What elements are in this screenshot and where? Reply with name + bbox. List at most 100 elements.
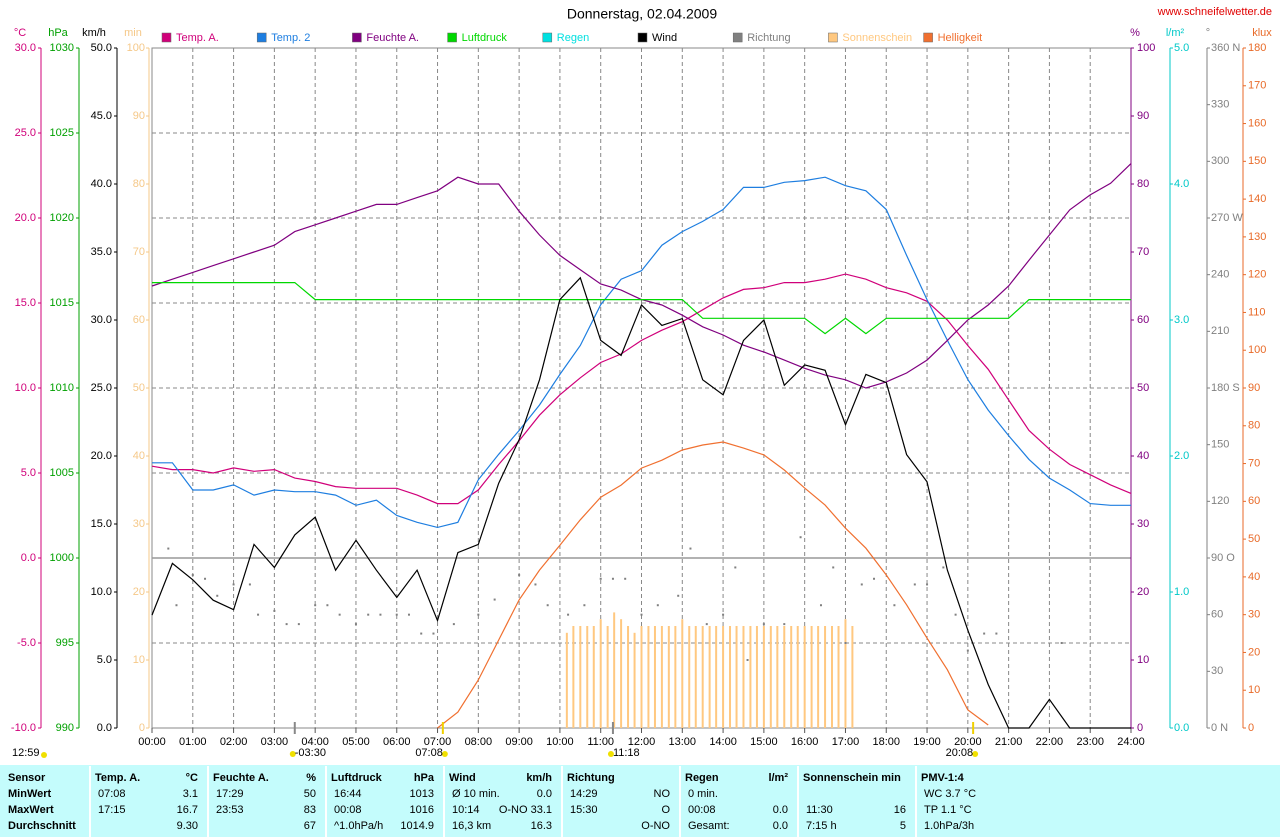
- y-tick-label: 50: [1248, 533, 1260, 545]
- legend-swatch: [732, 32, 743, 43]
- y-tick-label: 25.0: [15, 127, 36, 139]
- y-tick-label: 60: [1211, 609, 1223, 621]
- legend-swatch: [542, 32, 553, 43]
- y-tick-label: 50: [1137, 382, 1149, 394]
- cell-right: NO: [654, 788, 671, 800]
- y-tick-label: 80: [1248, 420, 1260, 432]
- direction-dot: [534, 583, 537, 586]
- direction-dot: [893, 604, 896, 607]
- sunshine-bar: [572, 626, 575, 728]
- y-tick-label: 240: [1211, 269, 1229, 281]
- y-tick-label: 1020: [50, 212, 74, 224]
- y-tick-label: 100: [127, 42, 145, 54]
- sunshine-bar: [681, 619, 684, 728]
- sunshine-bar: [694, 626, 697, 728]
- row-label: MaxWert: [8, 804, 54, 816]
- direction-dot: [656, 604, 659, 607]
- direction-dot: [844, 642, 847, 644]
- astro-label: -03:30: [295, 747, 326, 759]
- y-tick-label: 360 N: [1211, 42, 1240, 54]
- y-tick-label: 300: [1211, 155, 1229, 167]
- y-tick-label: 10: [1137, 654, 1149, 666]
- direction-dot: [705, 623, 708, 626]
- legend-label: Helligkeit: [938, 32, 983, 44]
- legend-label: Wind: [652, 32, 677, 44]
- direction-dot: [966, 649, 969, 652]
- y-tick-label: 150: [1211, 439, 1229, 451]
- sunshine-bar: [715, 626, 718, 728]
- y-tick-label: 1.0: [1174, 586, 1189, 598]
- y-tick-label: 15.0: [91, 518, 112, 530]
- cell-left: 07:08: [98, 788, 126, 800]
- cell-right: 1013: [410, 788, 434, 800]
- cell-left: 16:44: [334, 788, 362, 800]
- sunshine-bar: [851, 626, 854, 728]
- y-tick-label: 5.0: [1174, 42, 1189, 54]
- direction-dot: [285, 623, 288, 626]
- y-tick-label: 10: [133, 654, 145, 666]
- cell-left: 15:30: [570, 804, 598, 816]
- y-tick-label: 120: [1211, 495, 1229, 507]
- cell-left: 1.0hPa/3h: [924, 820, 974, 832]
- legend-swatch: [923, 32, 933, 43]
- row-label: MinWert: [8, 788, 52, 800]
- series-line: [151, 276, 1131, 729]
- y-tick-label: 40: [1248, 571, 1260, 583]
- x-tick-label: 10:00: [546, 736, 574, 748]
- axis-unit: hPa: [48, 27, 68, 39]
- cell-left: 00:08: [688, 804, 716, 816]
- direction-dot: [873, 577, 876, 580]
- cell-right: 0.0: [537, 788, 552, 800]
- direction-dot: [432, 632, 435, 635]
- y-tick-label: 4.0: [1174, 178, 1189, 190]
- section-title: Richtung: [567, 772, 615, 784]
- y-tick-label: 140: [1248, 193, 1266, 205]
- direction-dot: [1060, 642, 1063, 644]
- direction-dot: [567, 613, 570, 616]
- y-tick-label: 20.0: [91, 450, 112, 462]
- moon-label: 12:59: [12, 747, 40, 759]
- y-tick-label: 60: [133, 314, 145, 326]
- y-tick-label: 10.0: [15, 382, 36, 394]
- x-tick-label: 15:00: [750, 736, 778, 748]
- y-tick-label: 5.0: [97, 654, 112, 666]
- cell-right: O-NO: [641, 820, 670, 832]
- cell-left: 11:30: [806, 804, 833, 816]
- series-line: [151, 273, 1132, 505]
- y-tick-label: 0: [1248, 722, 1254, 734]
- cell-left: TP 1.1 °C: [924, 804, 972, 816]
- y-tick-label: 60: [1248, 495, 1260, 507]
- legend-label: Temp. 2: [271, 32, 310, 44]
- axis-unit: °: [1206, 27, 1210, 39]
- sunshine-bar: [565, 632, 568, 728]
- astro-label: 07:08: [415, 747, 443, 759]
- y-tick-label: 330: [1211, 99, 1229, 111]
- y-tick-label: 40: [1137, 450, 1149, 462]
- y-tick-label: 3.0: [1174, 314, 1189, 326]
- cell-left: 0 min.: [688, 788, 718, 800]
- y-tick-label: 180: [1248, 42, 1266, 54]
- astro-label: 11:18: [613, 747, 640, 759]
- x-tick-label: 08:00: [465, 736, 493, 748]
- legend-label: Sonnenschein: [842, 32, 912, 44]
- y-tick-label: 90: [133, 110, 145, 122]
- y-tick-label: 1025: [50, 127, 74, 139]
- y-tick-label: 80: [1137, 178, 1149, 190]
- direction-dot: [677, 594, 680, 597]
- y-tick-label: 270 W: [1211, 212, 1243, 224]
- sunshine-bar: [688, 626, 691, 728]
- direction-dot: [546, 604, 549, 607]
- legend-label: Richtung: [747, 32, 790, 44]
- sunshine-bar: [640, 626, 643, 728]
- row-label: Durchschnitt: [8, 820, 76, 832]
- legend-swatch: [256, 32, 267, 43]
- sunshine-bar: [742, 626, 745, 728]
- y-tick-label: -5.0: [17, 637, 36, 649]
- table-header: Sensor: [8, 772, 46, 784]
- section-title: Regen: [685, 772, 719, 784]
- sunshine-bar: [762, 626, 765, 728]
- cell-left: 17:15: [98, 804, 126, 816]
- axis-unit: klux: [1252, 27, 1272, 39]
- sunshine-bar: [783, 626, 786, 728]
